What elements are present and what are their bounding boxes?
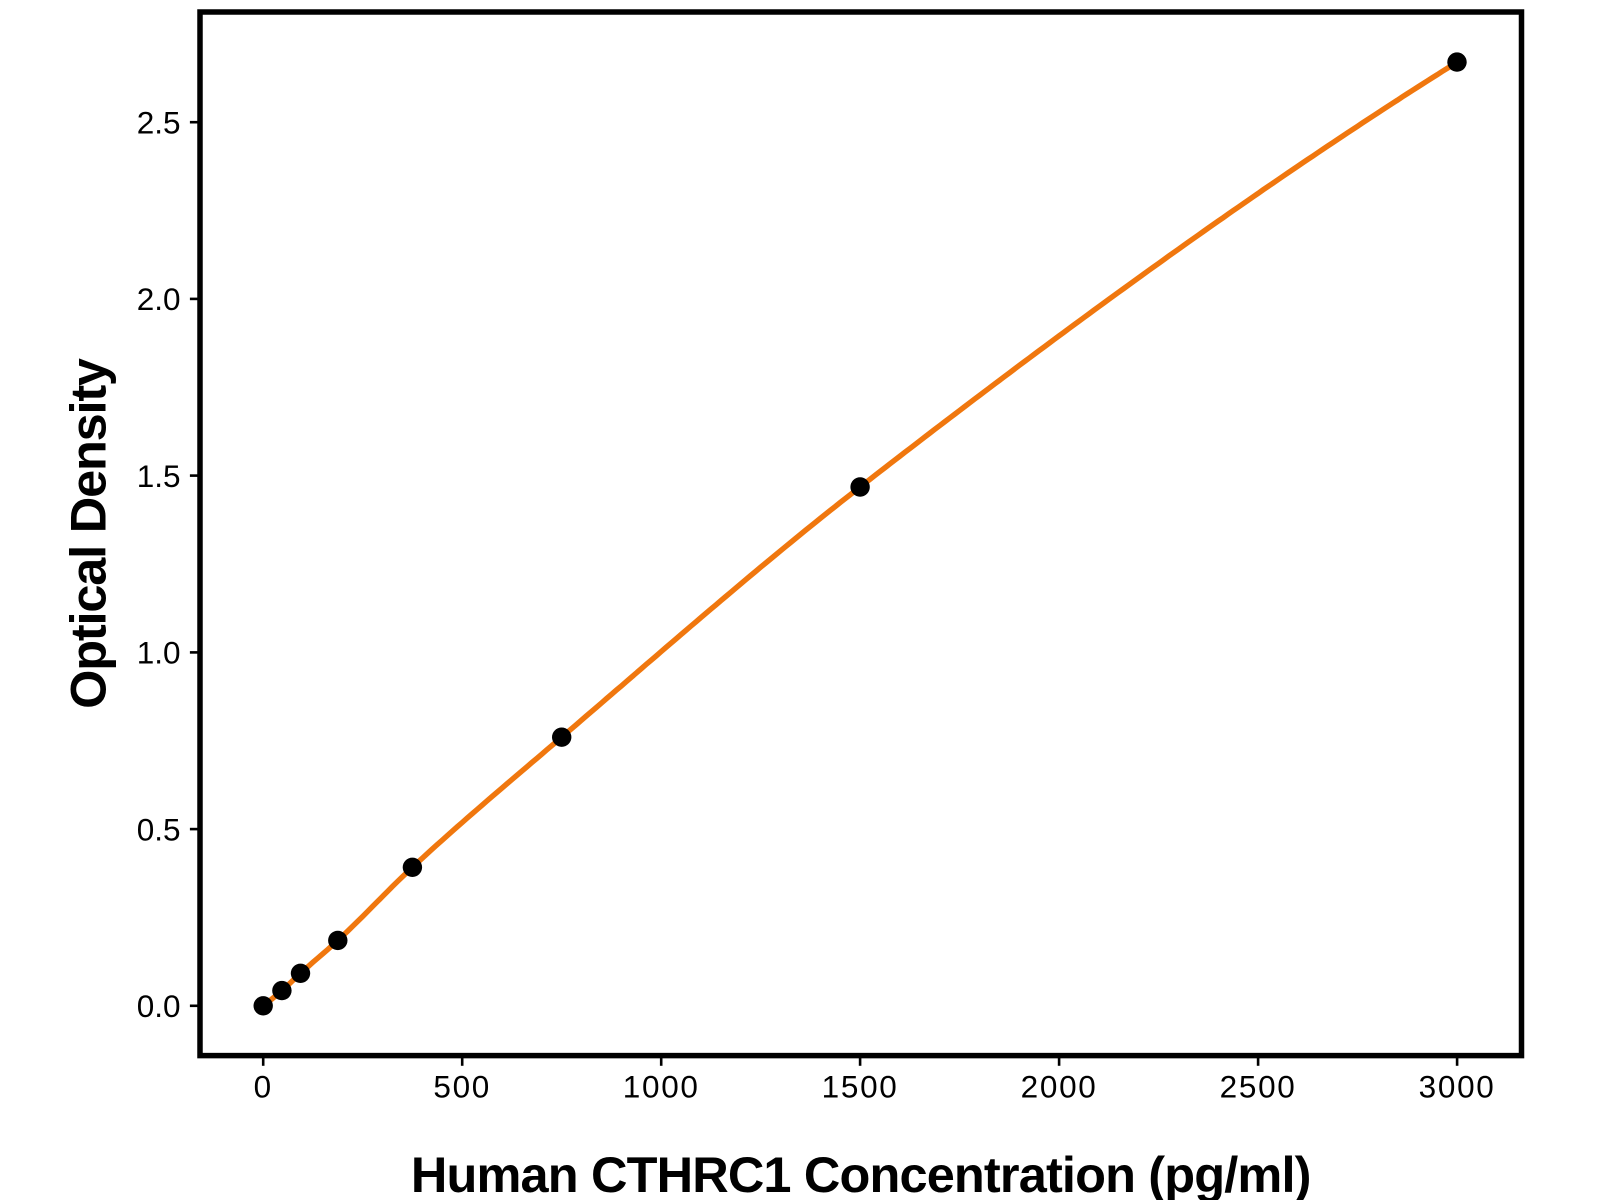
svg-text:0.5: 0.5 — [137, 811, 181, 847]
svg-text:0.0: 0.0 — [137, 988, 181, 1024]
svg-text:Human CTHRC1 Concentration (pg: Human CTHRC1 Concentration (pg/ml) — [411, 1146, 1311, 1200]
svg-text:1500: 1500 — [822, 1069, 899, 1105]
svg-text:1.0: 1.0 — [137, 635, 181, 671]
svg-text:2.0: 2.0 — [137, 281, 181, 317]
svg-text:1000: 1000 — [623, 1069, 700, 1105]
svg-text:Optical Density: Optical Density — [60, 358, 117, 709]
svg-text:2500: 2500 — [1220, 1069, 1297, 1105]
svg-text:500: 500 — [433, 1069, 491, 1105]
svg-text:1.5: 1.5 — [137, 458, 181, 494]
svg-text:0: 0 — [254, 1069, 273, 1105]
svg-text:2000: 2000 — [1021, 1069, 1098, 1105]
svg-text:3000: 3000 — [1419, 1069, 1496, 1105]
svg-text:2.5: 2.5 — [137, 105, 181, 141]
